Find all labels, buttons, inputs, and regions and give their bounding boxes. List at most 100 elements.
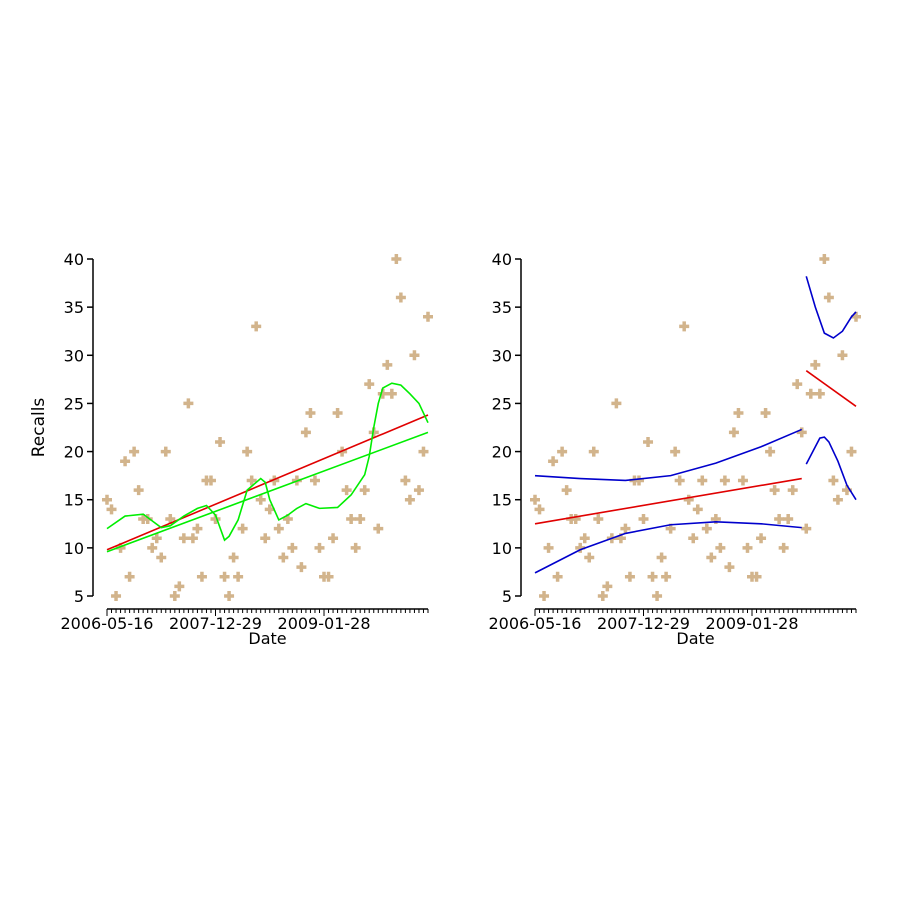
y-tick-label: 35 [64, 298, 84, 317]
point [697, 475, 708, 486]
point [724, 562, 735, 573]
point [400, 475, 411, 486]
point [196, 571, 207, 582]
fit-line [534, 521, 802, 574]
point [106, 504, 117, 515]
point [404, 494, 415, 505]
x-tick-label: 2007-12-29 [597, 614, 690, 633]
point [133, 485, 144, 496]
point [783, 513, 794, 524]
point [395, 292, 406, 303]
point [228, 552, 239, 563]
point [792, 379, 803, 390]
point [760, 408, 771, 419]
point [413, 485, 424, 496]
point [418, 446, 429, 457]
point [264, 504, 275, 515]
point [323, 571, 334, 582]
point [332, 408, 343, 419]
point [823, 292, 834, 303]
point [382, 359, 393, 370]
point [828, 475, 839, 486]
point [142, 513, 153, 524]
point [765, 446, 776, 457]
y-tick-label: 15 [492, 491, 512, 510]
point [273, 523, 284, 534]
point [102, 494, 112, 505]
point [751, 571, 762, 582]
point [661, 571, 672, 582]
point [733, 408, 744, 419]
point [728, 427, 739, 438]
point [147, 542, 158, 553]
point [111, 591, 122, 601]
point [719, 475, 730, 486]
point [192, 523, 203, 534]
point [851, 311, 861, 322]
point [715, 542, 726, 553]
point [346, 513, 357, 524]
point [350, 542, 361, 553]
point [774, 513, 785, 524]
point [246, 475, 257, 486]
point [588, 446, 599, 457]
y-tick-label: 30 [492, 346, 512, 365]
y-tick-label: 15 [64, 491, 84, 510]
point [814, 388, 825, 399]
point [787, 485, 798, 496]
y-tick-label: 20 [492, 443, 512, 462]
fit-line [534, 477, 802, 525]
fit-line [805, 276, 857, 339]
point [224, 591, 235, 601]
point [633, 475, 644, 486]
point [187, 533, 198, 544]
point [810, 359, 821, 370]
point [260, 533, 271, 544]
point [701, 523, 712, 534]
point [557, 446, 568, 457]
y-tick-label: 25 [64, 394, 84, 413]
point [391, 254, 402, 264]
point [620, 523, 631, 534]
point [778, 542, 789, 553]
point [638, 513, 649, 524]
point [692, 504, 703, 515]
point [215, 436, 226, 447]
point [597, 591, 608, 601]
point [534, 504, 545, 515]
fit-line [805, 436, 857, 501]
point [129, 446, 140, 457]
point [742, 542, 753, 553]
point [305, 408, 316, 419]
point [278, 552, 289, 563]
x-tick-label: 2007-12-29 [169, 614, 262, 633]
point [156, 552, 167, 563]
point [570, 513, 581, 524]
point [364, 379, 375, 390]
y-tick-label: 25 [492, 394, 512, 413]
point [300, 427, 311, 438]
point [652, 591, 663, 601]
y-tick-label: 35 [492, 298, 512, 317]
y-axis-label: Recalls [29, 398, 49, 458]
x-tick-label: 2006-05-16 [61, 614, 154, 633]
point [805, 388, 816, 399]
y-tick-label: 10 [64, 539, 84, 558]
point [647, 571, 658, 582]
point [643, 436, 654, 447]
fit-line [805, 370, 857, 407]
point [242, 446, 253, 457]
point [233, 571, 244, 582]
point [314, 542, 325, 553]
point [796, 427, 807, 438]
point [341, 485, 352, 496]
point [819, 254, 830, 264]
point [287, 542, 298, 553]
point [237, 523, 248, 534]
point [602, 581, 613, 592]
point [219, 571, 230, 582]
point [183, 398, 194, 409]
y-tick-label: 40 [492, 250, 512, 269]
point [409, 350, 420, 361]
